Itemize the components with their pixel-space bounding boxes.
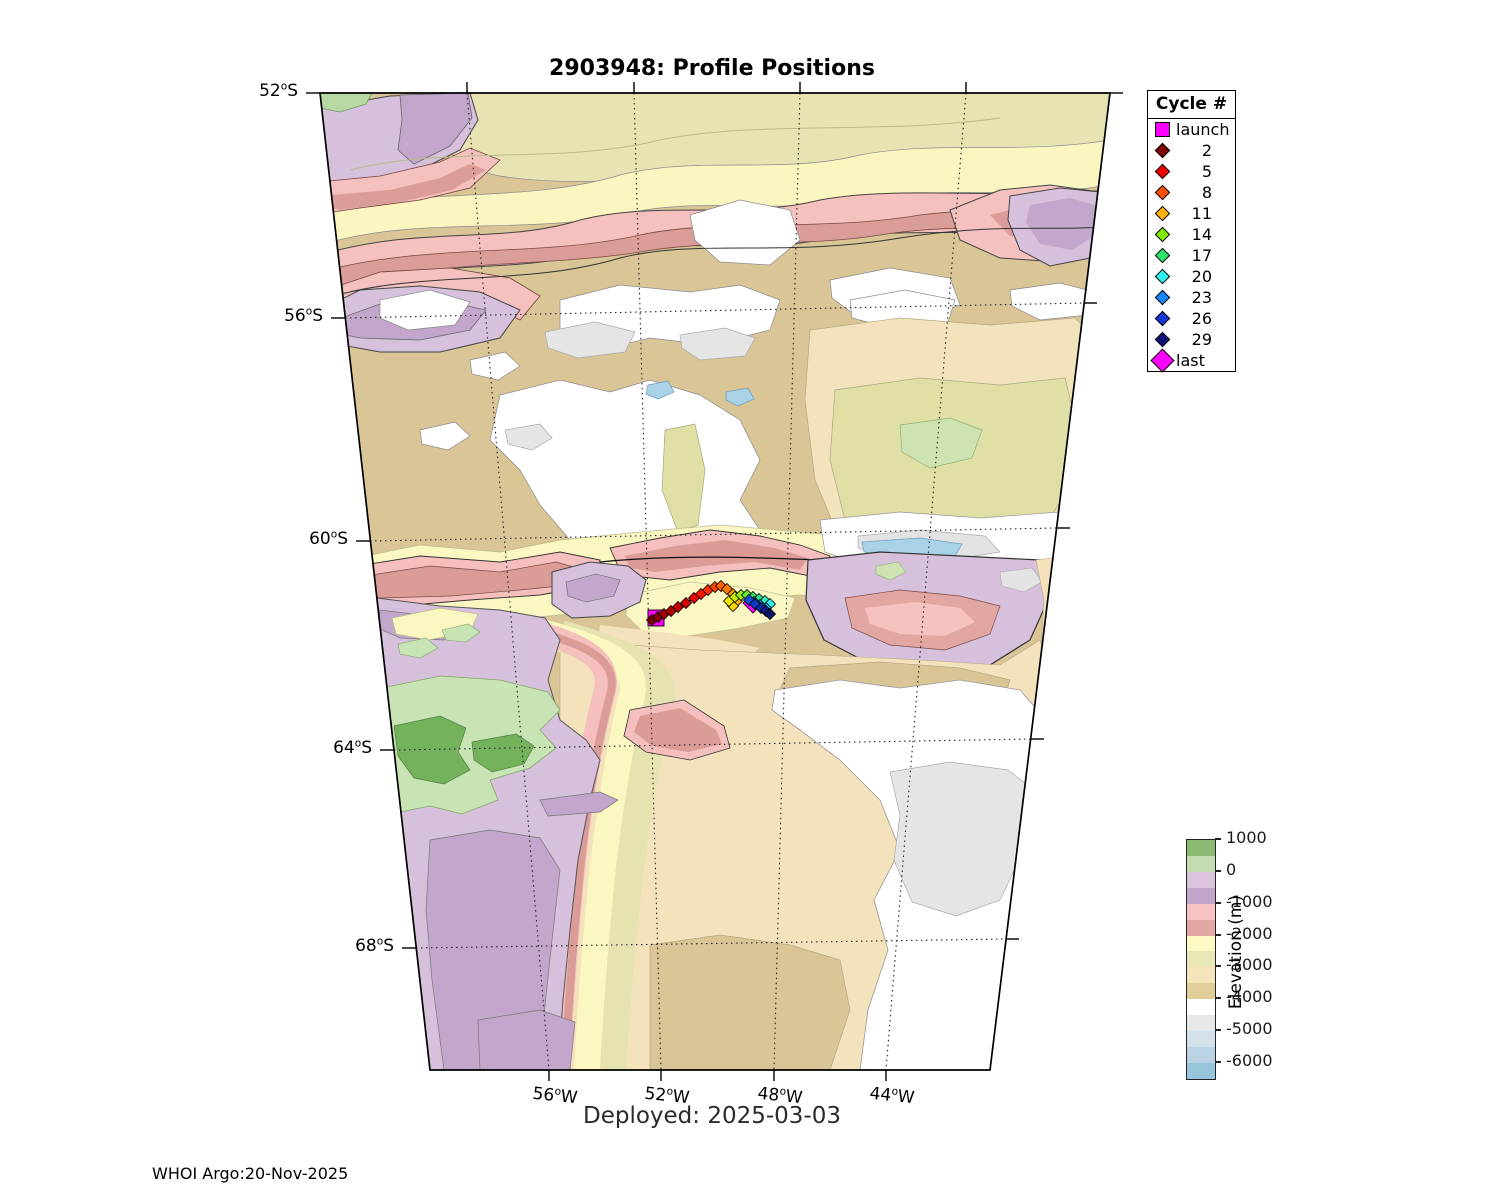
axis-ticks	[306, 82, 1123, 1081]
cycle-diamond-icon	[1154, 310, 1170, 327]
colorbar-segment	[1187, 1015, 1215, 1032]
cycle-marker	[763, 607, 777, 621]
cycle-diamond-icon	[1154, 205, 1170, 222]
legend-entry: 29	[1148, 329, 1235, 350]
cycle-diamond-icon	[1154, 142, 1170, 159]
legend-entry-label: 29	[1191, 330, 1212, 349]
lat-tick-label: 60oS	[309, 528, 348, 549]
legend-entry-label: 14	[1191, 225, 1212, 244]
legend-entries: launch 2 5 8 11 14 17 20 23 26 29 last	[1148, 119, 1235, 373]
colorbar-tick-label: 1000	[1226, 828, 1267, 847]
colorbar-tick	[1215, 1029, 1221, 1032]
colorbar-segment	[1187, 967, 1215, 984]
colorbar-segment	[1187, 1062, 1215, 1079]
legend-entry-label: launch	[1176, 120, 1230, 139]
colorbar-segment	[1187, 983, 1215, 1000]
colorbar-tick-label: -1000	[1226, 891, 1273, 911]
colorbar-tick	[1215, 933, 1221, 936]
map-frame	[319, 92, 1111, 1071]
legend-entry: 26	[1148, 308, 1235, 329]
legend-entry: 14	[1148, 224, 1235, 245]
colorbar-segment	[1187, 1031, 1215, 1047]
legend-entry: last	[1148, 348, 1235, 373]
legend-box: Cycle # launch 2 5 8 11 14 17 20 23 26 29 last	[1147, 90, 1236, 373]
legend-entry: launch	[1148, 119, 1235, 140]
colorbar-segment	[1187, 871, 1215, 888]
cycle-diamond-icon	[1154, 163, 1170, 180]
colorbar-tick-label: -5000	[1226, 1019, 1273, 1039]
cycle-marker	[679, 596, 693, 610]
graticule	[344, 93, 1085, 1070]
cycle-diamond-icon	[1154, 184, 1170, 201]
lat-tick-label: 56oS	[284, 305, 323, 326]
colorbar-tick-label: -3000	[1226, 955, 1273, 975]
colorbar-segment	[1187, 1046, 1215, 1063]
colorbar-tick	[1215, 1061, 1221, 1064]
colorbar-tick	[1215, 997, 1221, 1000]
legend-entry-label: 23	[1191, 288, 1212, 307]
legend-entry: 8	[1148, 182, 1235, 203]
legend-entry: 2	[1148, 140, 1235, 161]
legend-entry: 20	[1148, 266, 1235, 287]
lat-tick-label: 64oS	[333, 737, 372, 758]
cycle-diamond-icon	[1154, 226, 1170, 243]
colorbar	[1186, 839, 1216, 1080]
cycle-diamond-icon	[1154, 268, 1170, 285]
cycle-marker	[671, 600, 685, 614]
legend-entry-label: 5	[1201, 162, 1212, 181]
colorbar-tick-label: -2000	[1226, 923, 1273, 943]
legend-entry-label: 11	[1191, 204, 1212, 223]
legend-entry: 5	[1148, 161, 1235, 182]
legend-entry: 23	[1148, 287, 1235, 308]
legend-title: Cycle #	[1148, 91, 1235, 119]
colorbar-tick	[1215, 869, 1221, 872]
legend-entry-label: last	[1176, 351, 1205, 370]
colorbar-tick	[1215, 965, 1221, 968]
colorbar-tick-label: 0	[1226, 859, 1237, 879]
legend-entry: 11	[1148, 203, 1235, 224]
elevation-axis-label: Elevation (m)	[1226, 894, 1246, 1010]
colorbar-tick-label: -4000	[1226, 987, 1273, 1007]
colorbar-segment	[1187, 935, 1215, 952]
colorbar-segment	[1187, 840, 1215, 856]
colorbar-segment	[1187, 999, 1215, 1016]
colorbar-segment	[1187, 903, 1215, 920]
colorbar-segment	[1187, 855, 1215, 872]
colorbar-tick	[1215, 901, 1221, 904]
cycle-diamond-icon	[1154, 331, 1170, 348]
legend-entry-label: 17	[1191, 246, 1212, 265]
colorbar-tick	[1215, 838, 1221, 840]
legend-entry: 17	[1148, 245, 1235, 266]
lat-tick-label: 68oS	[355, 935, 394, 956]
colorbar-segment	[1187, 951, 1215, 968]
launch-square-icon	[1154, 122, 1170, 137]
cycle-diamond-icon	[1154, 247, 1170, 264]
watermark-credit: WHOI Argo:20-Nov-2025	[152, 1164, 349, 1183]
legend-entry-label: 26	[1191, 309, 1212, 328]
lat-tick-label: 52oS	[259, 80, 298, 101]
legend-entry-label: 2	[1201, 141, 1212, 160]
colorbar-segment	[1187, 887, 1215, 904]
colorbar-segment	[1187, 919, 1215, 936]
deployed-caption: Deployed: 2025-03-03	[582, 1103, 841, 1129]
cycle-diamond-icon	[1154, 289, 1170, 306]
legend-entry-label: 20	[1191, 267, 1212, 286]
cycle-diamond-icon	[1149, 348, 1175, 373]
legend-entry-label: 8	[1201, 183, 1212, 202]
float-track	[645, 579, 777, 627]
plot-title: 2903948: Profile Positions	[549, 56, 875, 81]
colorbar-tick-label: -6000	[1226, 1051, 1273, 1071]
